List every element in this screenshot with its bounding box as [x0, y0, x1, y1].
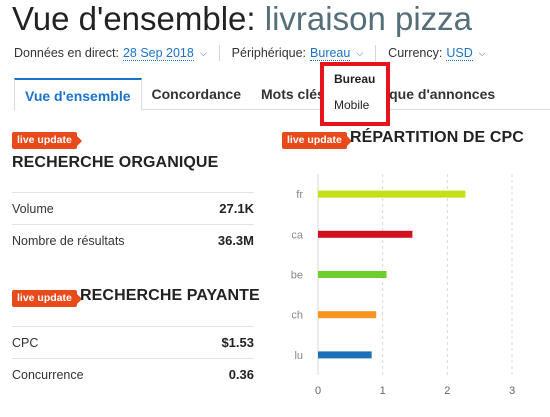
title-prefix: Vue d'ensemble: [12, 0, 265, 37]
dropdown-option-bureau[interactable]: Bureau [334, 72, 376, 86]
dropdown-option-mobile[interactable]: Mobile [334, 98, 370, 112]
bar-fr[interactable] [318, 190, 466, 198]
metric-label: CPC [12, 335, 39, 350]
x-tick-label: 0 [315, 385, 321, 397]
currency-label: Currency: [388, 46, 443, 60]
device-dropdown-menu: Bureau Mobile [320, 62, 390, 126]
metric-value: 27.1K [219, 201, 254, 216]
chart-bars [318, 190, 466, 359]
device-select[interactable]: Bureau [310, 45, 351, 61]
cpc-bar-chart: fr ca be ch lu 0 1 2 3 [291, 174, 515, 397]
bar-lu[interactable] [318, 351, 372, 359]
title-keyword: livraison pizza [264, 0, 472, 37]
category-label-be: be [291, 270, 303, 282]
bar-ca[interactable] [318, 230, 413, 238]
category-label-ch: ch [291, 310, 303, 322]
live-data-label: Données en direct: [14, 46, 119, 60]
live-update-badge: live update [12, 290, 82, 307]
x-tick-label: 3 [509, 385, 515, 397]
metric-row-results: Nombre de résultats 36.3M [12, 224, 254, 256]
currency-select[interactable]: USD [446, 45, 473, 61]
bar-be[interactable] [318, 271, 387, 278]
metric-value: 0.36 [228, 367, 254, 382]
organic-title: RECHERCHE ORGANIQUE [12, 154, 219, 171]
chevron-down-icon[interactable]: ⌵ [199, 47, 207, 58]
device-label: Périphérique: [231, 46, 307, 60]
page-title: Vue d'ensemble: livraison pizza [12, 0, 472, 38]
category-label-lu: lu [294, 350, 303, 362]
live-update-badge: live update [12, 132, 82, 149]
organic-badge-wrap: live update [12, 130, 82, 149]
metric-value: 36.3M [217, 233, 254, 248]
chevron-down-icon[interactable]: ⌵ [356, 47, 364, 58]
metric-row-competition: Concurrence 0.36 [12, 358, 254, 390]
paid-badge-wrap: live update [12, 288, 82, 307]
chart-category-labels: fr ca be ch lu [291, 189, 304, 362]
tab-overview[interactable]: Vue d'ensemble [14, 78, 142, 111]
metric-label: Volume [12, 201, 54, 216]
filter-bar: Données en direct: 28 Sep 2018 ⌵ Périphé… [14, 45, 486, 61]
cpc-badge-wrap: live update [282, 130, 352, 149]
bar-ch[interactable] [318, 311, 377, 319]
tab-bar: Vue d'ensemble Concordance Mots clés His… [14, 78, 550, 111]
filter-divider [375, 45, 377, 61]
live-update-badge: live update [282, 132, 352, 149]
filter-divider [218, 45, 220, 61]
live-date-select[interactable]: 28 Sep 2018 [122, 45, 194, 61]
metric-value: $1.53 [221, 335, 254, 350]
cpc-title: RÉPARTITION DE CPC [350, 129, 524, 146]
metric-label: Concurrence [12, 367, 84, 382]
metric-label: Nombre de résultats [12, 233, 125, 248]
chevron-down-icon[interactable]: ⌵ [478, 47, 486, 58]
category-label-ca: ca [291, 229, 304, 241]
paid-title: RECHERCHE PAYANTE [80, 287, 260, 304]
tab-concordance[interactable]: Concordance [151, 86, 241, 102]
x-tick-label: 2 [444, 385, 450, 397]
x-tick-label: 1 [380, 385, 386, 397]
category-label-fr: fr [296, 189, 303, 201]
metric-row-cpc: CPC $1.53 [12, 326, 254, 358]
chart-x-tick-labels: 0 1 2 3 [315, 385, 515, 397]
tab-keywords[interactable]: Mots clés [260, 86, 325, 102]
metric-row-volume: Volume 27.1K [12, 192, 254, 224]
